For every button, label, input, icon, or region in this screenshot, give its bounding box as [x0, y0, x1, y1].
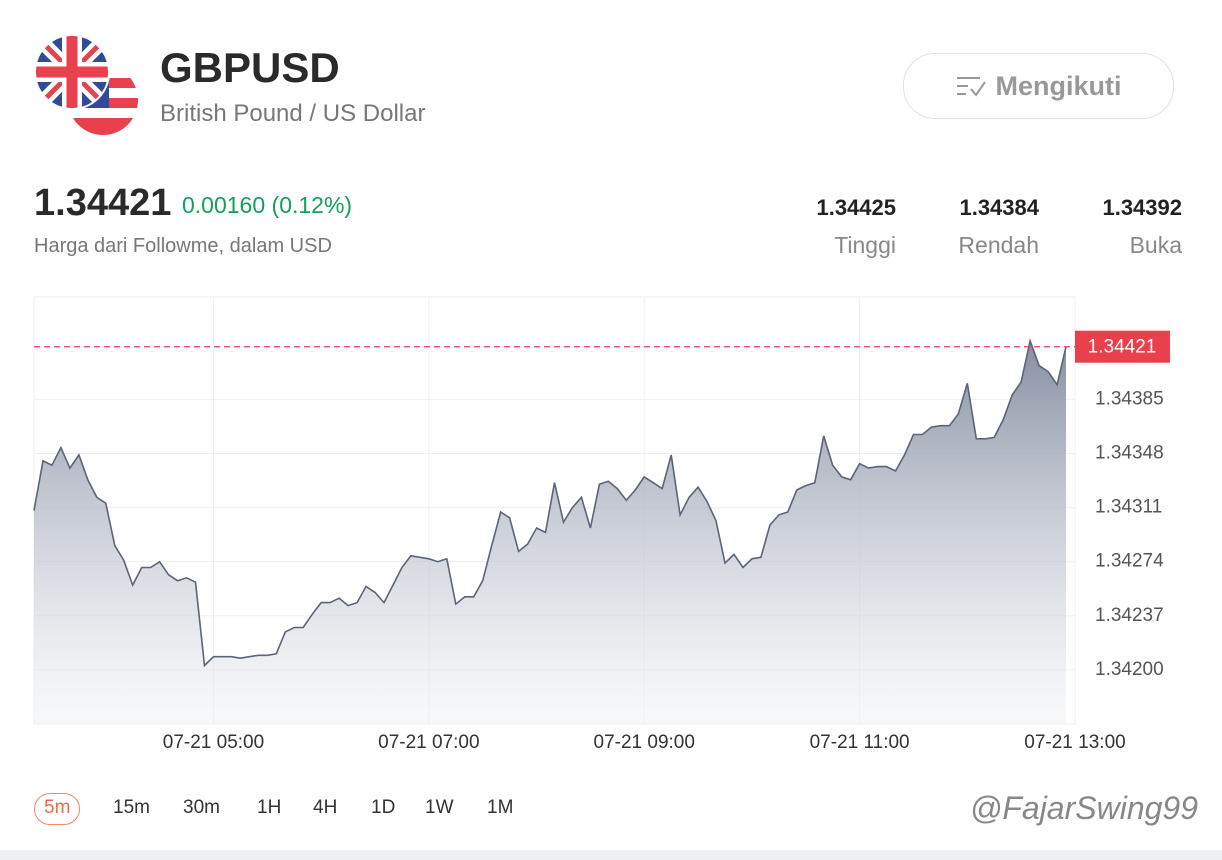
current-price-label: 1.34421 [1088, 337, 1157, 358]
x-tick-label: 07-21 09:00 [594, 732, 695, 753]
symbol: GBPUSD [160, 44, 340, 91]
x-tick-label: 07-21 07:00 [378, 732, 479, 753]
y-tick-label: 1.34274 [1095, 551, 1164, 572]
follow-label: Mengikuti [995, 70, 1122, 101]
y-tick-label: 1.34348 [1095, 442, 1164, 463]
current-price-box [1075, 330, 1170, 363]
follow-icon [956, 77, 986, 97]
x-tick-label: 07-21 11:00 [810, 732, 910, 753]
stat-value: 1.34392 [1102, 195, 1182, 220]
timeframe-button[interactable]: 30m [183, 797, 220, 818]
follow-button[interactable]: Mengikuti [903, 53, 1174, 119]
price-note: Harga dari Followme, dalam USD [34, 235, 332, 257]
timeframe-button[interactable]: 5m [34, 793, 81, 825]
timeframe-button[interactable]: 15m [113, 797, 150, 818]
y-tick-label: 1.34237 [1095, 605, 1164, 626]
watermark: @FajarSwing99 [969, 790, 1198, 826]
y-tick-label: 1.34385 [1095, 388, 1164, 409]
currency-flags [34, 34, 138, 135]
stat-label: Tinggi [834, 232, 896, 258]
y-tick-label: 1.34200 [1095, 659, 1164, 680]
timeframe-button[interactable]: 1W [425, 797, 454, 818]
line [33, 338, 1067, 668]
x-tick-label: 07-21 13:00 [1024, 732, 1125, 753]
stat-value: 1.34384 [959, 195, 1039, 220]
timeframe-button[interactable]: 4H [313, 797, 338, 818]
timeframe-button[interactable]: 1H [257, 797, 282, 818]
x-tick-label: 07-21 05:00 [163, 732, 264, 753]
price-change: 0.00160 (0.12%) [182, 192, 353, 218]
symbol-name: British Pound / US Dollar [160, 100, 426, 127]
stat-value: 1.34425 [816, 195, 896, 220]
y-tick-label: 1.34311 [1095, 497, 1162, 518]
area [34, 340, 1066, 724]
stat-label: Rendah [958, 232, 1039, 258]
stat-label: Buka [1129, 232, 1182, 258]
timeframe-button[interactable]: 1D [371, 797, 396, 818]
timeframe-button[interactable]: 1M [487, 797, 514, 818]
price: 1.34421 [34, 182, 172, 224]
bottom-bar [0, 850, 1222, 860]
chart: 1.34200 1.34237 1.34274 1.34311 1.34348 1.343… [33, 296, 1170, 753]
